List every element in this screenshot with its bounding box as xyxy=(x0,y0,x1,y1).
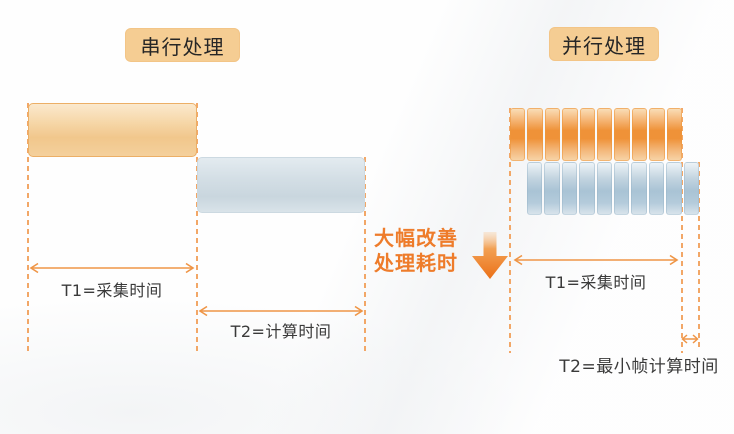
improvement-note-line1: 大幅改善 xyxy=(374,226,458,250)
guide-line-serial-t2-end xyxy=(364,157,366,351)
computation-frame-segment xyxy=(561,162,578,215)
improvement-note-line2: 处理耗时 xyxy=(374,251,458,275)
acquisition-frame-segment xyxy=(614,108,630,161)
acquisition-frame-segment xyxy=(597,108,613,161)
serial-computation-bar xyxy=(197,157,365,213)
guide-line-serial-t1-start xyxy=(27,103,29,351)
parallel-title-label: 并行处理 xyxy=(562,33,646,58)
computation-frame-segment xyxy=(614,162,630,215)
computation-frame-segment xyxy=(683,162,700,215)
guide-line-parallel-t2-end xyxy=(698,162,700,351)
guide-line-parallel-t1-start xyxy=(509,108,511,353)
acquisition-frame-segment xyxy=(666,108,683,161)
computation-frame-segment xyxy=(579,162,595,215)
serial-acquisition-bar xyxy=(28,103,197,157)
guide-line-serial-t1-end xyxy=(196,103,198,351)
acquisition-frame-segment xyxy=(544,108,561,161)
computation-frame-segment xyxy=(596,162,613,215)
acquisition-frame-segment xyxy=(510,108,526,161)
acquisition-frame-segment xyxy=(649,108,665,161)
acquisition-frame-segment xyxy=(579,108,596,161)
parallel-t1-label: T1=采集时间 xyxy=(545,273,647,292)
serial-t1-label: T1=采集时间 xyxy=(61,281,163,300)
improvement-note: 大幅改善 处理耗时 xyxy=(374,226,458,276)
parallel-computation-bar xyxy=(527,162,700,215)
acquisition-frame-segment xyxy=(527,108,543,161)
guide-line-parallel-t1-end xyxy=(681,108,683,353)
computation-frame-segment xyxy=(544,162,560,215)
serial-t1-measure-arrow xyxy=(29,262,195,274)
parallel-t2-measure-arrow xyxy=(681,334,699,344)
serial-processing-title: 串行处理 xyxy=(125,28,240,62)
parallel-t1-measure-arrow xyxy=(513,254,679,266)
parallel-acquisition-bar xyxy=(510,108,683,161)
computation-frame-segment xyxy=(631,162,647,215)
improvement-down-arrow-icon xyxy=(472,232,508,279)
acquisition-frame-segment xyxy=(631,108,648,161)
serial-title-label: 串行处理 xyxy=(140,34,225,59)
parallel-t2-label: T2=最小帧计算时间 xyxy=(559,357,719,377)
computation-frame-segment xyxy=(527,162,543,215)
computation-frame-segment xyxy=(666,162,682,215)
parallel-processing-title: 并行处理 xyxy=(549,27,659,61)
acquisition-frame-segment xyxy=(562,108,578,161)
computation-frame-segment xyxy=(648,162,665,215)
serial-t2-measure-arrow xyxy=(198,305,364,317)
serial-t2-label: T2=计算时间 xyxy=(230,322,332,341)
